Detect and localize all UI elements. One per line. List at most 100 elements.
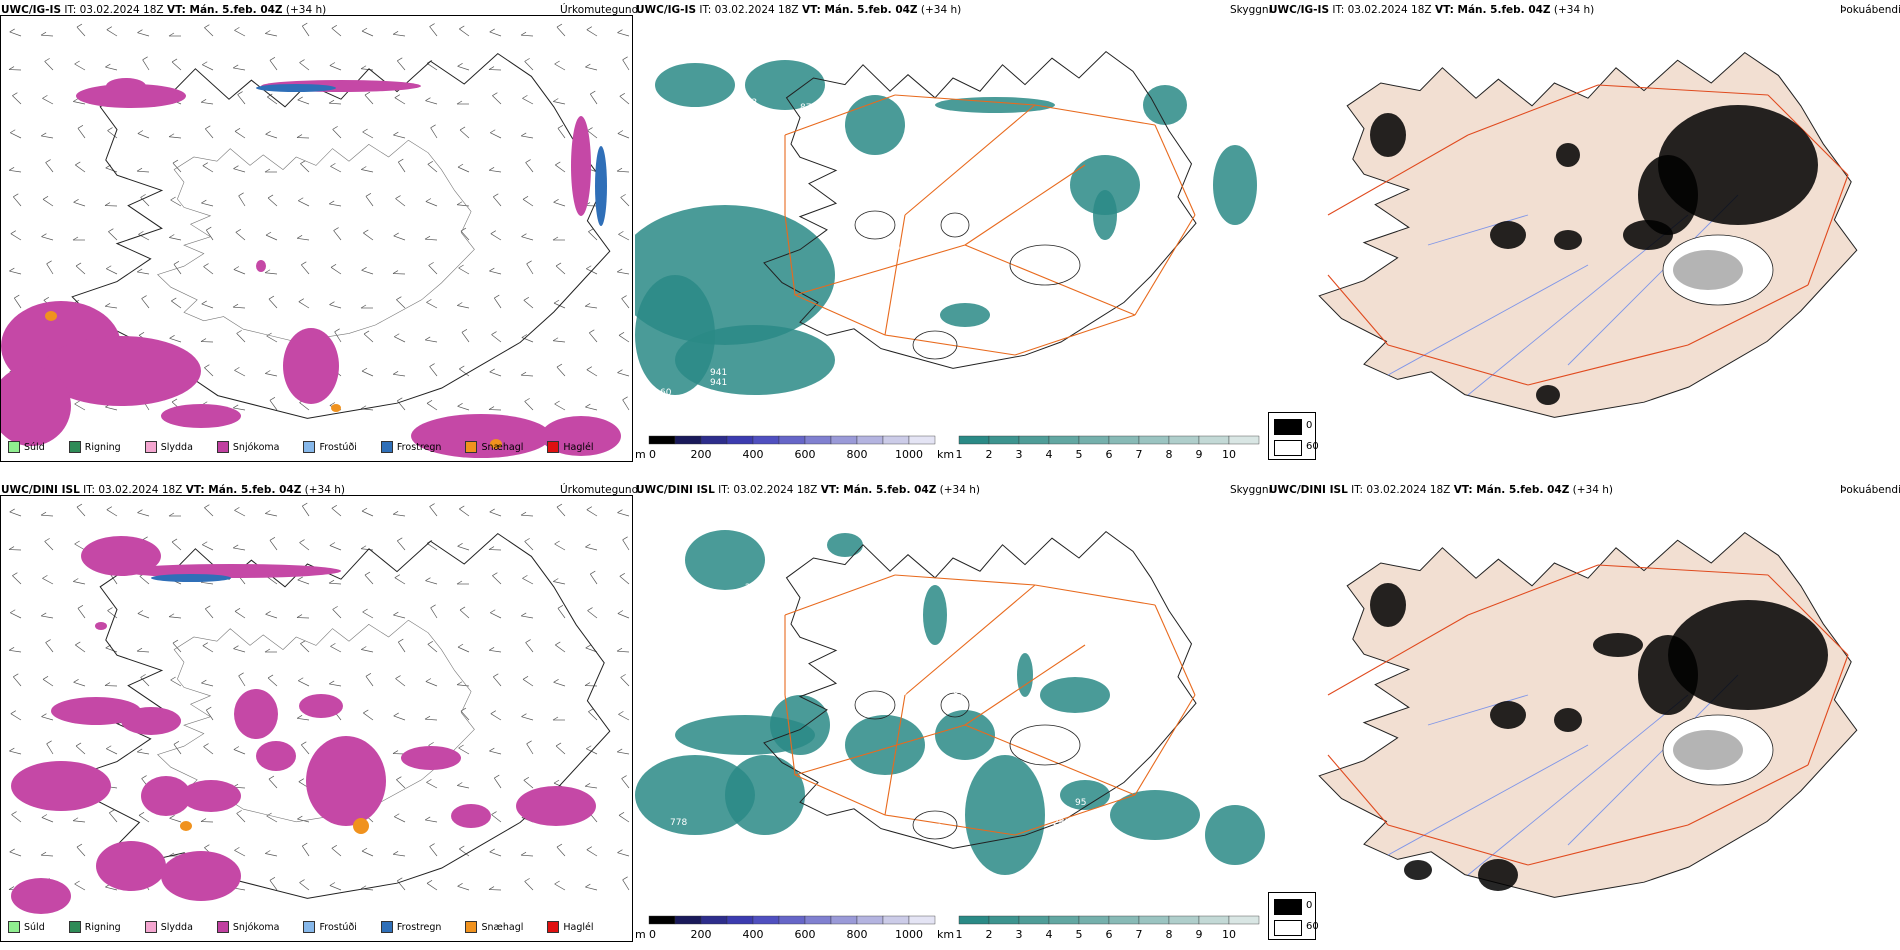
forecast-row-igis: UWC/IG-IS IT: 03.02.2024 18Z VT: Mán. 5.… bbox=[0, 0, 1900, 470]
legend-label: Haglél bbox=[563, 441, 594, 453]
elevation-scale: m 0 200 400 600 800 1000 bbox=[635, 435, 936, 461]
map-value-label: 95 bbox=[1075, 798, 1086, 808]
legend-label: Snæhagl bbox=[481, 921, 524, 933]
vis-tick: 5 bbox=[1076, 448, 1083, 461]
map-value-label: 872 bbox=[800, 103, 817, 113]
legend-swatch bbox=[68, 921, 81, 933]
precip-legend-item: Súld bbox=[2, 441, 45, 453]
panel-header: UWC/IG-IS IT: 03.02.2024 18Z VT: Mán. 5.… bbox=[1269, 4, 1595, 16]
legend-label: Rigning bbox=[84, 921, 121, 933]
vis-tick: 10 bbox=[1222, 928, 1236, 941]
panel-header: UWC/IG-IS IT: 03.02.2024 18Z VT: Mán. 5.… bbox=[636, 4, 962, 16]
legend-label: Frostúði bbox=[319, 441, 357, 453]
map-value-label: 977 bbox=[1163, 893, 1180, 903]
map-value-label: 913 bbox=[740, 98, 757, 108]
legend-swatch bbox=[216, 921, 229, 933]
elev-tick: 800 bbox=[847, 928, 868, 941]
precip-map-frame: Súld Rigning Slydda Snjókoma Frostúði Frostre… bbox=[0, 15, 633, 462]
vis-tick: 6 bbox=[1106, 928, 1113, 941]
elev-unit: m bbox=[635, 928, 646, 941]
fog-map bbox=[1318, 51, 1858, 418]
precip-legend-item: Haglél bbox=[541, 921, 594, 933]
visibility-colorbar: 1 2 3 4 5 6 7 8 9 10 bbox=[953, 914, 1269, 946]
forecast-row-dini: UWC/DINI ISL IT: 03.02.2024 18Z VT: Mán.… bbox=[0, 480, 1900, 950]
legend-swatch bbox=[465, 441, 478, 453]
fog-legend-white bbox=[1274, 440, 1302, 456]
map-value-label: 360 bbox=[925, 823, 942, 833]
panel-title: Úrkomutegund bbox=[560, 484, 639, 496]
elev-tick: 0 bbox=[649, 448, 656, 461]
panel-title: Þokuábendi bbox=[1840, 4, 1900, 16]
fog-indicator-panel: UWC/DINI ISL IT: 03.02.2024 18Z VT: Mán.… bbox=[1268, 480, 1900, 950]
vis-tick: 9 bbox=[1196, 928, 1203, 941]
visibility-scale: 1 2 3 4 5 6 7 8 9 10 bbox=[956, 915, 1260, 941]
precip-map bbox=[8, 502, 630, 914]
fog-indicator-panel: UWC/IG-IS IT: 03.02.2024 18Z VT: Mán. 5.… bbox=[1268, 0, 1900, 470]
panel-header: UWC/DINI ISL IT: 03.02.2024 18Z VT: Mán.… bbox=[636, 484, 981, 496]
legend-swatch bbox=[68, 441, 81, 453]
vis-tick: 7 bbox=[1136, 928, 1143, 941]
legend-label: Frostregn bbox=[396, 441, 442, 453]
fog-legend: 0 60 bbox=[1268, 412, 1319, 460]
map-value-label: 241 bbox=[997, 238, 1014, 248]
legend-label: Haglél bbox=[563, 921, 594, 933]
vis-tick: 5 bbox=[1076, 928, 1083, 941]
fog-legend: 0 60 bbox=[1268, 892, 1319, 940]
vis-tick: 8 bbox=[1166, 928, 1173, 941]
precip-legend-item: Rigning bbox=[63, 921, 121, 933]
vis-unit-label: km bbox=[937, 928, 955, 941]
map-value-label: 941 bbox=[710, 378, 727, 388]
vis-tick: 8 bbox=[1166, 448, 1173, 461]
elev-tick: 1000 bbox=[895, 928, 923, 941]
legend-swatch bbox=[547, 921, 560, 933]
legend-swatch bbox=[216, 441, 229, 453]
map-value-label: 873 bbox=[835, 383, 852, 393]
elev-tick: 1000 bbox=[895, 448, 923, 461]
legend-label: Snjókoma bbox=[232, 441, 280, 453]
legend-label: Slydda bbox=[160, 921, 193, 933]
vis-tick: 4 bbox=[1046, 448, 1053, 461]
legend-swatch bbox=[8, 441, 20, 453]
vis-tick: 1 bbox=[956, 448, 963, 461]
map-value-label: 328 bbox=[1000, 723, 1017, 733]
fog-legend-white bbox=[1274, 920, 1302, 936]
fog-legend-label-0: 0 bbox=[1306, 420, 1313, 431]
legend-swatch bbox=[303, 921, 316, 933]
elev-tick: 600 bbox=[795, 928, 816, 941]
legend-label: Snæhagl bbox=[481, 441, 524, 453]
precip-legend-item: Haglél bbox=[541, 441, 594, 453]
legend-label: Rigning bbox=[84, 441, 121, 453]
fog-legend-black bbox=[1274, 899, 1302, 915]
legend-swatch bbox=[144, 921, 157, 933]
legend-label: Súld bbox=[24, 921, 45, 933]
elevation-scale: m 0 200 400 600 800 1000 bbox=[635, 915, 936, 941]
precip-legend-item: Frostúði bbox=[297, 921, 357, 933]
fog-legend-label-60: 60 bbox=[1306, 921, 1319, 932]
precip-type-panel: UWC/DINI ISL IT: 03.02.2024 18Z VT: Mán.… bbox=[0, 480, 639, 950]
fog-legend-label-0: 0 bbox=[1306, 900, 1313, 911]
panel-header: UWC/IG-IS IT: 03.02.2024 18Z VT: Mán. 5.… bbox=[1, 4, 327, 16]
precip-legend-item: Frostregn bbox=[375, 921, 441, 933]
visibility-map: 259 330 877 328 977 360 283 977 778 777 95 122 bbox=[635, 530, 1267, 903]
legend-label: Frostúði bbox=[319, 921, 357, 933]
precip-legend-item: Snjókoma bbox=[211, 921, 279, 933]
map-value-label: 535 bbox=[855, 413, 872, 423]
fog-legend-black bbox=[1274, 419, 1302, 435]
precip-legend-item: Frostregn bbox=[375, 441, 442, 453]
elev-tick: 400 bbox=[743, 448, 764, 461]
map-value-label: 330 bbox=[890, 688, 907, 698]
visibility-panel: UWC/IG-IS IT: 03.02.2024 18Z VT: Mán. 5.… bbox=[635, 0, 1272, 470]
legend-swatch bbox=[303, 441, 316, 453]
vis-tick: 4 bbox=[1046, 928, 1053, 941]
legend-swatch bbox=[144, 441, 157, 453]
elev-tick: 200 bbox=[691, 448, 712, 461]
precip-type-panel: UWC/IG-IS IT: 03.02.2024 18Z VT: Mán. 5.… bbox=[0, 0, 638, 470]
precip-legend: Súld Rigning Slydda Snjókoma Frostúði Frostre… bbox=[2, 917, 612, 937]
precip-legend-item: Snæhagl bbox=[459, 441, 523, 453]
visibility-map: 913 872 241 736 941 873 535 60 941 bbox=[635, 50, 1257, 423]
legend-swatch bbox=[8, 921, 20, 933]
elev-tick: 200 bbox=[691, 928, 712, 941]
precip-legend: Súld Rigning Slydda Snjókoma Frostúði Frostre… bbox=[2, 437, 612, 457]
elev-tick: 800 bbox=[847, 448, 868, 461]
map-value-label: 736 bbox=[883, 243, 900, 253]
